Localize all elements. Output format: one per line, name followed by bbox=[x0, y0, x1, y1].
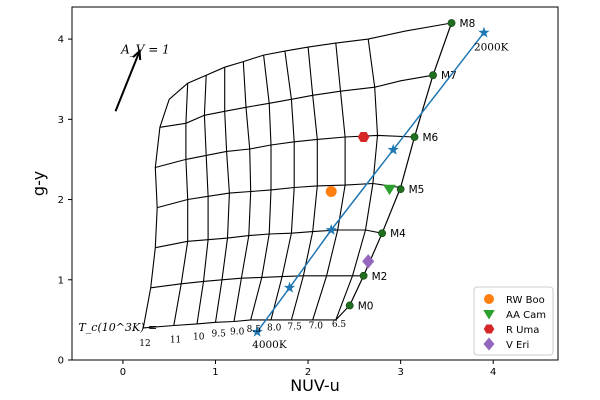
star-markers bbox=[325, 132, 396, 269]
blackbody-star-marker bbox=[387, 143, 399, 155]
m-dwarf-label: M2 bbox=[372, 271, 388, 283]
legend-label: V Eri bbox=[506, 340, 529, 351]
legend-marker bbox=[483, 324, 495, 334]
legend-marker bbox=[483, 337, 495, 351]
x-axis-label: NUV-u bbox=[290, 376, 340, 395]
blackbody-star-marker bbox=[478, 26, 490, 38]
sequence-gridline bbox=[157, 182, 401, 209]
legend-label: AA Cam bbox=[506, 310, 546, 321]
sequence-gridline bbox=[155, 229, 383, 249]
y-axis-label: g-y bbox=[29, 171, 48, 196]
y-tick-label: 4 bbox=[58, 35, 64, 46]
y-tick-label: 3 bbox=[58, 115, 64, 126]
m-dwarf-label: M8 bbox=[460, 18, 476, 30]
y-tick-label: 2 bbox=[58, 195, 64, 206]
blackbody-label-start: 4000K bbox=[252, 339, 287, 351]
temperature-tick-label: 9.0 bbox=[230, 328, 245, 338]
m-dwarf-label: M7 bbox=[441, 70, 457, 82]
sequence-gridline bbox=[143, 305, 351, 329]
x-tick-label: 3 bbox=[397, 367, 403, 378]
blackbody-track: 4000K 2000K bbox=[251, 26, 509, 351]
legend-label: RW Boo bbox=[506, 295, 545, 306]
m-dwarf-label: M4 bbox=[390, 228, 406, 240]
model-grid bbox=[142, 22, 452, 329]
m-dwarf-point bbox=[410, 133, 419, 141]
temperature-tick-label: 11 bbox=[170, 335, 181, 345]
temperature-tick-label: 6.5 bbox=[332, 320, 347, 330]
sequence-gridline bbox=[155, 134, 415, 169]
legend-box bbox=[473, 286, 554, 356]
extinction-arrow-head bbox=[132, 48, 142, 61]
temperature-tick-label: 12 bbox=[139, 339, 150, 349]
m-dwarf-label: M5 bbox=[409, 184, 425, 196]
m-dwarf-point bbox=[359, 271, 368, 280]
legend-marker bbox=[484, 294, 494, 304]
sequence-gridline bbox=[150, 275, 364, 289]
star-marker-aa-cam bbox=[383, 184, 396, 196]
x-tick-label: 1 bbox=[212, 367, 218, 378]
blackbody-label-end: 2000K bbox=[474, 42, 509, 54]
temperature-tick-label: 7.0 bbox=[309, 321, 324, 331]
m-dwarf-track: M0 M2 M4 M5 M6 M7 M8 bbox=[345, 18, 476, 312]
annotations: A_V = 1 T_c(10^3K) = 12 11 10 9.5 9.0 8.5 8.0 7.5… bbox=[78, 43, 346, 349]
m-dwarf-point bbox=[345, 301, 354, 310]
sequence-gridline bbox=[159, 74, 434, 128]
temperature-tick-label: 8.5 bbox=[247, 325, 262, 335]
sequence-gridline bbox=[168, 22, 452, 100]
m-dwarf-point bbox=[447, 19, 456, 27]
x-tick-label: 0 bbox=[120, 367, 126, 378]
m-dwarf-label: M6 bbox=[423, 132, 439, 144]
star-marker-r-uma bbox=[357, 132, 370, 142]
legend-marker bbox=[483, 310, 495, 320]
extinction-arrow-shaft bbox=[114, 50, 141, 112]
y-tick-label: 0 bbox=[58, 356, 64, 367]
m-dwarf-point bbox=[396, 185, 405, 194]
extinction-arrow-label: A_V = 1 bbox=[120, 43, 170, 57]
temperature-tick-label: 9.5 bbox=[211, 330, 226, 340]
star-marker-rw-boo bbox=[325, 186, 337, 198]
temperature-tick-label: 8.0 bbox=[267, 324, 282, 334]
blackbody-star-marker bbox=[283, 281, 296, 293]
x-tick-label: 2 bbox=[305, 367, 311, 378]
legend-label: R Uma bbox=[506, 325, 539, 336]
star-marker-v-eri bbox=[362, 254, 375, 269]
blackbody-star-marker bbox=[251, 325, 263, 337]
temperature-tick-label: 7.5 bbox=[287, 322, 302, 332]
legend: RW Boo AA Cam R Uma V Eri bbox=[473, 286, 554, 356]
temperature-tick-label: 10 bbox=[193, 332, 205, 342]
blackbody-star-marker bbox=[325, 224, 337, 235]
m-dwarf-point bbox=[378, 229, 387, 238]
x-tick-label: 4 bbox=[490, 367, 496, 378]
m-dwarf-label: M0 bbox=[358, 300, 374, 312]
m-dwarf-point bbox=[429, 71, 437, 80]
y-tick-label: 1 bbox=[58, 275, 64, 286]
temperature-prefix-label: T_c(10^3K) = bbox=[78, 321, 157, 334]
